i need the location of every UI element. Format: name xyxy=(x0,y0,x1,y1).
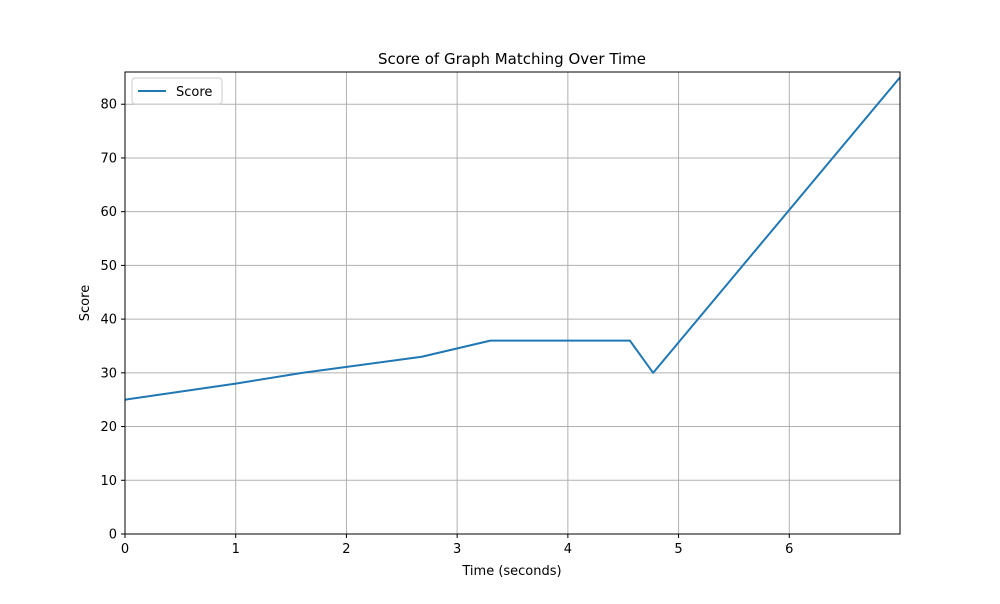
y-tick-label: 70 xyxy=(100,151,117,166)
x-tick-label: 3 xyxy=(453,542,461,557)
x-tick-label: 2 xyxy=(342,542,350,557)
x-tick-label: 1 xyxy=(232,542,240,557)
y-tick-label: 0 xyxy=(109,528,117,543)
series-lines xyxy=(124,76,901,401)
y-axis-label: Score xyxy=(78,285,93,321)
y-tick-label: 10 xyxy=(100,474,117,489)
legend-entry-score: Score xyxy=(176,85,212,100)
y-tick-label: 40 xyxy=(100,313,117,328)
y-tick-label: 80 xyxy=(100,98,117,113)
x-axis-label: Time (seconds) xyxy=(461,564,561,579)
legend: Score xyxy=(131,77,223,105)
x-tick-label: 6 xyxy=(785,542,793,557)
y-tick-label: 50 xyxy=(100,259,117,274)
y-tick-label: 60 xyxy=(100,205,117,220)
plot-frame xyxy=(124,71,901,535)
series-line-score xyxy=(124,76,901,401)
x-tick-label: 5 xyxy=(674,542,682,557)
y-tick-label: 20 xyxy=(100,420,117,435)
chart-title: Score of Graph Matching Over Time xyxy=(378,50,646,68)
y-tick-label: 30 xyxy=(100,366,117,381)
legend-box xyxy=(131,77,223,105)
x-tick-label: 0 xyxy=(121,542,129,557)
grid-lines xyxy=(124,72,900,535)
x-tick-label: 4 xyxy=(564,542,572,557)
